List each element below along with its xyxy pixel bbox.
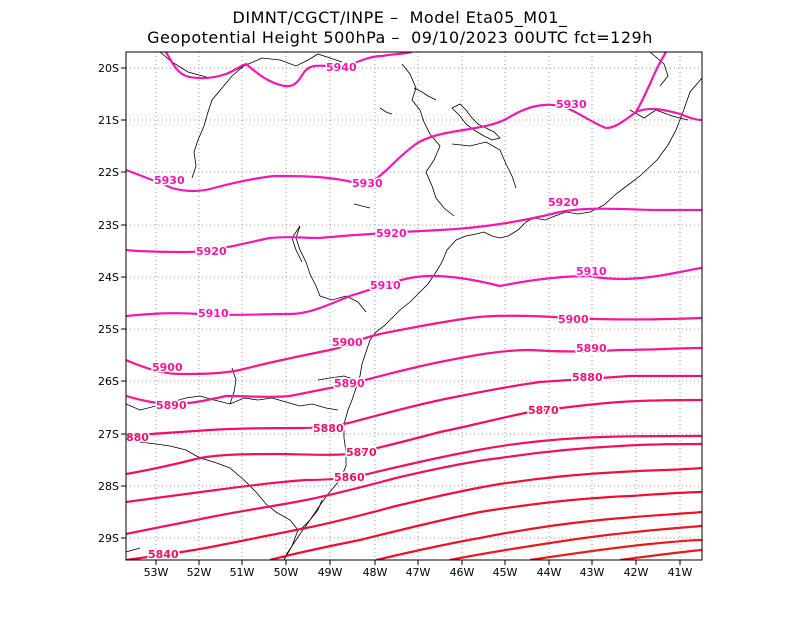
lagoon-patos xyxy=(299,499,323,531)
contour-5920-a xyxy=(126,207,702,254)
geopotential-contours xyxy=(126,52,702,560)
lon-label: 49W xyxy=(318,566,343,579)
lon-label: 52W xyxy=(187,566,212,579)
contour-label: 5840 xyxy=(148,548,179,561)
lon-label: 45W xyxy=(493,566,518,579)
contour-label: 5910 xyxy=(576,265,607,278)
lon-label: 47W xyxy=(406,566,431,579)
contour-label: 5870 xyxy=(346,446,377,459)
lat-label: 20S xyxy=(98,62,119,75)
tick-marks xyxy=(121,67,681,565)
contour-5890 xyxy=(126,346,702,406)
contour-5850 xyxy=(126,442,702,536)
lat-label: 27S xyxy=(98,428,119,441)
border-argentina xyxy=(126,439,299,559)
contour-label: 5880 xyxy=(313,422,344,435)
contour-5790 xyxy=(619,548,702,560)
latitude-labels: 20S 21S 22S 23S 24S 25S 26S 27S 28S 29S xyxy=(98,62,119,545)
lat-label: 22S xyxy=(98,166,119,179)
contour-5900 xyxy=(126,314,702,376)
contour-label: 5930 xyxy=(154,174,185,187)
state-border-pr-sc xyxy=(317,375,357,381)
state-border-rj xyxy=(451,141,517,189)
contour-label: 5930 xyxy=(556,98,587,111)
contour-label: 5920 xyxy=(548,196,579,209)
border-paraguay xyxy=(291,225,303,263)
contour-5930-east xyxy=(635,107,702,122)
lon-label: 44W xyxy=(537,566,562,579)
contour-label: 5860 xyxy=(334,471,365,484)
lon-label: 50W xyxy=(274,566,299,579)
title-line-1: DIMNT/CGCT/INPE – Model Eta05_M01_ xyxy=(232,8,568,27)
state-border-go xyxy=(401,63,455,217)
contour-label: 5910 xyxy=(198,307,229,320)
lat-label: 26S xyxy=(98,375,119,388)
contour-label: 5900 xyxy=(152,361,183,374)
contour-label: 880 xyxy=(126,431,149,444)
lon-label: 53W xyxy=(144,566,169,579)
lon-label: 43W xyxy=(580,566,605,579)
contour-5840 xyxy=(126,466,702,560)
state-border-mg-sp xyxy=(159,52,343,79)
coastline-borders xyxy=(126,52,702,560)
contour-5930-south xyxy=(126,168,369,193)
contour-label: 5940 xyxy=(326,61,357,74)
contour-label: 5930 xyxy=(352,177,383,190)
contour-label: 5870 xyxy=(528,404,559,417)
contour-5800 xyxy=(529,538,702,560)
contour-5820 xyxy=(375,510,702,560)
lat-label: 25S xyxy=(98,323,119,336)
contour-label: 5900 xyxy=(558,313,589,326)
contour-5810 xyxy=(449,524,702,560)
lon-label: 51W xyxy=(230,566,255,579)
reservoirs xyxy=(353,87,501,209)
state-border-es xyxy=(649,52,669,87)
contour-label: 5910 xyxy=(370,279,401,292)
state-border-ms xyxy=(191,63,247,179)
coastline xyxy=(283,77,702,560)
contour-label: 5890 xyxy=(576,342,607,355)
contour-label: 5920 xyxy=(196,245,227,258)
contour-label: 5880 xyxy=(572,371,603,384)
contour-label: 5900 xyxy=(332,336,363,349)
contour-5860 xyxy=(126,434,702,504)
title-line-2: Geopotential Height 500hPa – 09/10/2023 … xyxy=(147,28,653,47)
lat-label: 24S xyxy=(98,271,119,284)
lat-label: 23S xyxy=(98,219,119,232)
lat-label: 21S xyxy=(98,114,119,127)
lon-label: 42W xyxy=(624,566,649,579)
map-frame xyxy=(125,51,703,561)
contour-5930-north xyxy=(367,52,667,185)
longitude-labels: 53W 52W 51W 50W 49W 48W 47W 46W 45W 44W … xyxy=(144,566,693,579)
contour-5910 xyxy=(126,266,702,318)
state-border-pr-sp xyxy=(295,225,367,313)
contour-5830 xyxy=(269,490,702,560)
contour-5870 xyxy=(126,398,702,476)
river-parana xyxy=(229,367,237,405)
contour-5940-right xyxy=(351,52,413,66)
uruguay-coast xyxy=(126,547,141,553)
contour-label: 5890 xyxy=(156,399,187,412)
lon-label: 46W xyxy=(450,566,475,579)
lat-label: 29S xyxy=(98,532,119,545)
contour-5880 xyxy=(126,374,702,438)
contour-label: 5890 xyxy=(334,377,365,390)
lat-lon-grid xyxy=(126,52,702,560)
lat-label: 28S xyxy=(98,480,119,493)
lon-label: 48W xyxy=(363,566,388,579)
contour-label: 5920 xyxy=(376,227,407,240)
lon-label: 41W xyxy=(668,566,693,579)
contour-5940-left xyxy=(165,52,331,88)
contour-labels: 5940 5930 5930 5930 5920 5920 5920 5910 … xyxy=(126,60,608,561)
